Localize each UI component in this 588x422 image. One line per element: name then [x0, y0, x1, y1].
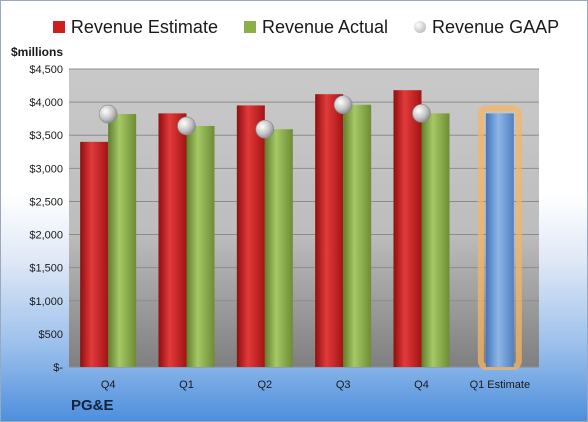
bar-revenue-actual — [421, 113, 450, 367]
bar-revenue-actual — [343, 104, 372, 367]
y-tick-label: $1,000 — [29, 296, 63, 308]
point-revenue-gaap — [255, 119, 275, 139]
bar-revenue-estimate — [393, 90, 422, 368]
y-tick-label: $2,500 — [29, 196, 63, 208]
x-tick-label: Q4 — [101, 379, 116, 391]
y-tick-label: $2,000 — [29, 230, 63, 242]
point-revenue-gaap — [333, 95, 353, 115]
chart-legend: Revenue Estimate Revenue Actual Revenue … — [41, 15, 571, 39]
x-tick-label: Q1 — [179, 379, 194, 391]
y-axis-ticks: $- $500 $1,000 $1,500 $2,000 $2,500 $3,000 $3,5… — [29, 64, 63, 374]
bar-revenue-estimate — [236, 105, 265, 367]
x-tick-label: Q4 — [414, 379, 429, 391]
legend-swatch-revenue-gaap — [414, 21, 427, 33]
plot-area — [69, 69, 539, 367]
legend-swatch-revenue-actual — [243, 21, 256, 33]
bar-revenue-actual — [108, 114, 137, 367]
bar-revenue-estimate — [80, 141, 109, 367]
legend-item-revenue-actual: Revenue Actual — [243, 16, 389, 38]
x-tick-label: Q3 — [336, 379, 351, 391]
grid-lines — [69, 68, 539, 368]
legend-item-revenue-gaap: Revenue GAAP — [414, 17, 559, 38]
y-tick-label: $4,000 — [29, 97, 63, 109]
y-tick-label: $1,500 — [29, 263, 63, 275]
bar-revenue-estimate — [158, 113, 187, 367]
gaap-points — [98, 95, 431, 139]
legend-swatch-revenue-estimate — [52, 21, 65, 33]
y-tick-label: $- — [53, 362, 63, 374]
bar-revenue-estimate — [315, 94, 344, 368]
x-axis-ticks: Q4 Q1 Q2 Q3 Q4 Q1 Estimate — [101, 379, 530, 391]
y-axis-title: $millions — [11, 45, 64, 59]
y-tick-label: $500 — [39, 329, 63, 341]
point-revenue-gaap — [177, 116, 196, 136]
x-tick-label: Q2 — [257, 379, 272, 391]
y-tick-label: $3,000 — [29, 163, 63, 175]
point-revenue-gaap — [412, 104, 431, 123]
bar-revenue-actual — [264, 129, 293, 367]
legend-item-revenue-estimate: Revenue Estimate — [52, 16, 218, 38]
bar-q1-estimate — [485, 113, 514, 367]
point-revenue-gaap — [98, 104, 118, 124]
legend-label-revenue-estimate: Revenue Estimate — [70, 16, 218, 37]
x-tick-label: Q1 Estimate — [470, 379, 531, 391]
bar-revenue-actual — [186, 125, 215, 367]
company-label: PG&E — [71, 397, 114, 414]
legend-label-revenue-gaap: Revenue GAAP — [432, 16, 560, 37]
bars — [80, 90, 522, 370]
y-tick-label: $4,500 — [29, 64, 63, 76]
legend-label-revenue-actual: Revenue Actual — [261, 16, 389, 37]
y-tick-label: $3,500 — [29, 130, 63, 142]
